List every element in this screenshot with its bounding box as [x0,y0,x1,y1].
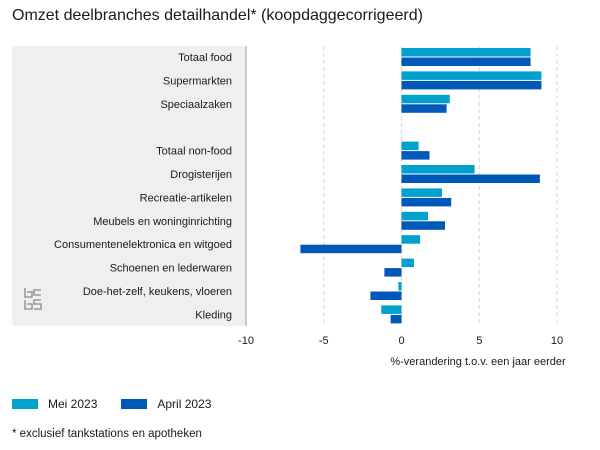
legend: Mei 2023 April 2023 [12,397,235,411]
footnote: * exclusief tankstations en apotheken [12,428,202,440]
x-tick-label: 5 [476,335,482,347]
category-label: Recreatie-artikelen [140,192,232,204]
chart-title: Omzet deelbranches detailhandel* (koopda… [12,7,423,24]
bar-april [401,80,542,90]
legend-label-mei: Mei 2023 [48,397,98,411]
bar-april [370,291,402,300]
bar-april [300,244,402,254]
legend-item-april: April 2023 [121,397,211,411]
bar-mei [401,258,414,268]
bar-april [401,151,430,160]
category-label: Kleding [195,309,232,321]
bar-mei [401,71,542,80]
label-panel [12,46,246,326]
bar-mei [381,305,402,314]
bar-chart: Totaal food Supermarkten Speciaalzaken Tota… [12,46,566,368]
bar-april [390,314,402,324]
bar-mei [401,48,531,57]
category-label: Drogisterijen [170,169,232,181]
legend-swatch-mei [12,399,38,409]
category-label: Consumentenelektronica en witgoed [54,239,232,251]
category-label: Supermarkten [163,75,232,87]
bar-april [384,268,402,277]
bar-april [401,174,540,183]
bar-mei [401,235,421,244]
category-label: Speciaalzaken [160,99,232,111]
bar-mei [401,141,419,151]
category-label: Totaal food [178,52,232,64]
bar-mei [401,94,450,104]
bar-april [401,197,452,207]
x-tick-label: 0 [398,335,404,347]
legend-item-mei: Mei 2023 [12,397,97,411]
x-axis-label: %-verandering t.o.v. een jaar eerder [390,356,566,368]
bar-april [401,221,446,230]
category-label: Doe-het-zelf, keukens, vloeren [83,286,232,298]
x-tick-label: -10 [238,335,254,347]
bar-mei [398,282,402,291]
bar-april [401,57,531,66]
bar-mei [401,165,475,174]
cbs-logo-icon [24,288,42,310]
legend-label-april: April 2023 [157,397,212,411]
legend-swatch-april [121,399,148,409]
category-label: Meubels en woninginrichting [93,216,232,228]
bar-mei [401,211,428,221]
bar-mei [401,188,442,197]
x-tick-label: -5 [319,335,329,347]
category-label: Totaal non-food [156,146,232,158]
x-tick-label: 10 [551,335,563,347]
category-label: Schoenen en lederwaren [110,263,232,275]
bar-april [401,104,447,113]
